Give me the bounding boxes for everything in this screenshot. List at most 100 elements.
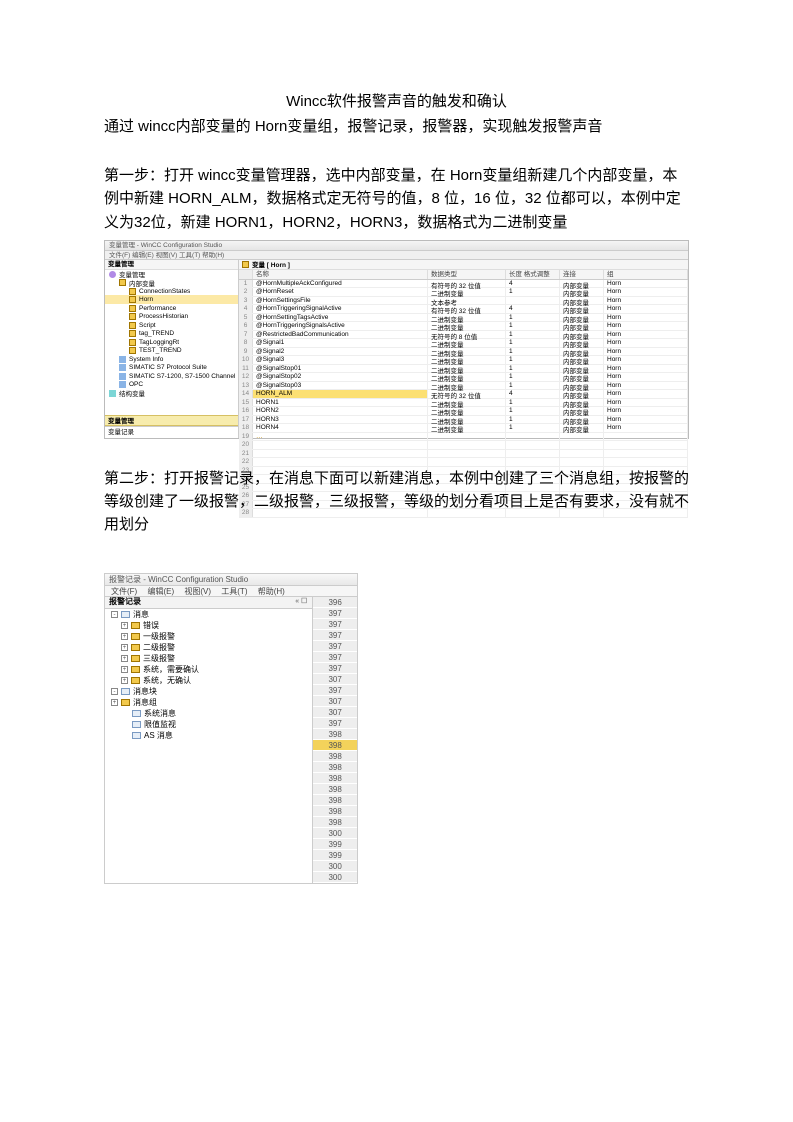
table-row[interactable]: 3@HornSettingsFile文本参考内部变量Horn <box>239 297 688 306</box>
number-cell: 398 <box>313 751 357 762</box>
tree-item[interactable]: System Info <box>105 355 238 364</box>
number-cell: 398 <box>313 773 357 784</box>
expand-icon[interactable]: - <box>111 688 118 695</box>
table-row[interactable]: 6@HornTriggeringSignalsActive二进制变量1内部变量H… <box>239 322 688 331</box>
menu-edit[interactable]: 编辑(E) <box>147 587 174 596</box>
table-row-empty: 20 <box>239 441 688 450</box>
tree-label: Horn <box>139 296 153 303</box>
tree-item[interactable]: tag_TREND <box>105 329 238 338</box>
menu-view[interactable]: 视图(V) <box>184 587 211 596</box>
alarm-tree-item[interactable]: +消息组 <box>105 697 312 708</box>
expand-icon[interactable]: - <box>111 611 118 618</box>
tree-bottom[interactable]: 变量记录 <box>105 426 238 438</box>
tree-section[interactable]: 变量管理 <box>105 415 238 426</box>
folder-icon <box>121 699 130 706</box>
number-cell: 397 <box>313 608 357 619</box>
tree-item[interactable]: SIMATIC S7-1200, S7-1500 Channel <box>105 372 238 381</box>
number-cell: 397 <box>313 652 357 663</box>
table-row[interactable]: 10@Signal3二进制变量1内部变量Horn <box>239 356 688 365</box>
expand-icon[interactable]: + <box>121 633 128 640</box>
table-row[interactable]: 17HORN3二进制变量1内部变量Horn <box>239 416 688 425</box>
number-cell: 300 <box>313 828 357 839</box>
number-cell: 300 <box>313 861 357 872</box>
tree-item[interactable]: 结构变量 <box>105 389 238 398</box>
expand-icon[interactable]: + <box>121 644 128 651</box>
window-title-2: 报警记录 - WinCC Configuration Studio <box>105 574 357 586</box>
table-row[interactable]: 18HORN4二进制变量1内部变量Horn <box>239 424 688 433</box>
tree-item[interactable]: SIMATIC S7 Protocol Suite <box>105 363 238 372</box>
tree-item[interactable]: 内部变量 <box>105 278 238 287</box>
alarm-tree-label: 系统，无确认 <box>143 675 191 686</box>
tree-icon <box>119 373 126 380</box>
alarm-tree-item[interactable]: 系统消息 <box>105 708 312 719</box>
table-row[interactable]: 15HORN1二进制变量1内部变量Horn <box>239 399 688 408</box>
table-row[interactable]: 8@Signal1二进制变量1内部变量Horn <box>239 339 688 348</box>
alarm-tree-label: 消息块 <box>133 686 157 697</box>
table-row[interactable]: 1@HornMultipleAckConfigured有符号的 32 位值4内部… <box>239 280 688 289</box>
expand-icon[interactable]: + <box>121 677 128 684</box>
col-len[interactable]: 长度 格式调整 <box>506 270 560 279</box>
alarm-tree-item[interactable]: -消息 <box>105 609 312 620</box>
expand-icon[interactable]: + <box>121 622 128 629</box>
tree-icon <box>129 288 136 295</box>
tree-item[interactable]: ConnectionStates <box>105 287 238 296</box>
tree-label: 内部变量 <box>129 278 155 288</box>
number-cell: 397 <box>313 619 357 630</box>
table-row[interactable]: 16HORN2二进制变量1内部变量Horn <box>239 407 688 416</box>
table-row[interactable]: 4@HornTriggeringSignalActive有符号的 32 位值4内… <box>239 305 688 314</box>
menu-file[interactable]: 文件(F) <box>111 587 137 596</box>
tree-label: ProcessHistorian <box>139 313 188 320</box>
number-cell: 398 <box>313 806 357 817</box>
tree-item[interactable]: Horn <box>105 295 238 304</box>
alarm-tree-label: 三级报警 <box>143 653 175 664</box>
alarm-tree-item[interactable]: AS 消息 <box>105 730 312 741</box>
number-cell: 398 <box>313 795 357 806</box>
alarm-tree-item[interactable]: + 三级报警 <box>105 653 312 664</box>
menu-help[interactable]: 帮助(H) <box>258 587 285 596</box>
number-cell: 397 <box>313 718 357 729</box>
menu-tool[interactable]: 工具(T) <box>221 587 247 596</box>
table-row[interactable]: 13@SignalStop03二进制变量1内部变量Horn <box>239 382 688 391</box>
grid-header-row: 名称 数据类型 长度 格式调整 连接 组 <box>239 270 688 280</box>
table-row[interactable]: 7@RestrictedBadCommunication无符号的 8 位值1内部… <box>239 331 688 340</box>
alarm-tree-item[interactable]: +系统，需要确认 <box>105 664 312 675</box>
alarm-tree-item[interactable]: - 消息块 <box>105 686 312 697</box>
col-name[interactable]: 名称 <box>253 270 428 279</box>
col-grp[interactable]: 组 <box>604 270 688 279</box>
table-row[interactable]: 2@HornReset二进制变量1内部变量Horn <box>239 288 688 297</box>
table-row[interactable]: 9@Signal2二进制变量1内部变量Horn <box>239 348 688 357</box>
alarm-tree-item[interactable]: +一级报警 <box>105 631 312 642</box>
tree-item[interactable]: 变量管理 <box>105 270 238 279</box>
folder-icon <box>131 644 140 651</box>
expand-icon[interactable]: + <box>121 666 128 673</box>
window-menu-2[interactable]: 文件(F) 编辑(E) 视图(V) 工具(T) 帮助(H) <box>105 586 357 597</box>
tree-label: OPC <box>129 381 143 388</box>
expand-icon[interactable]: + <box>121 655 128 662</box>
table-row[interactable]: 11@SignalStop01二进制变量1内部变量Horn <box>239 365 688 374</box>
expand-icon[interactable]: + <box>111 699 118 706</box>
alarm-tree-item[interactable]: + 错误 <box>105 620 312 631</box>
tree-item[interactable]: TagLoggingRt <box>105 338 238 347</box>
window-menu[interactable]: 文件(F) 编辑(E) 视图(V) 工具(T) 帮助(H) <box>105 251 688 260</box>
alarm-tree-item[interactable]: +二级报警 <box>105 642 312 653</box>
col-conn[interactable]: 连接 <box>560 270 604 279</box>
tree-item[interactable]: ProcessHistorian <box>105 312 238 321</box>
alarm-tree-item[interactable]: 限值监视 <box>105 719 312 730</box>
folder-icon <box>242 261 249 268</box>
alarm-tree-item[interactable]: + 系统，无确认 <box>105 675 312 686</box>
alarm-tree-label: AS 消息 <box>144 730 173 741</box>
number-cell: 397 <box>313 641 357 652</box>
tree-label: Performance <box>139 305 176 312</box>
card-icon <box>132 732 141 739</box>
table-row[interactable]: 14HORN_ALM无符号的 32 位值4内部变量Horn <box>239 390 688 399</box>
col-type[interactable]: 数据类型 <box>428 270 506 279</box>
table-row[interactable]: 5@HornSettingTagsActive二进制变量1内部变量Horn <box>239 314 688 323</box>
folder-icon <box>131 677 140 684</box>
tree-item[interactable]: Performance <box>105 304 238 313</box>
number-cell: 398 <box>313 784 357 795</box>
tree-item[interactable]: Script <box>105 321 238 330</box>
tree-item[interactable]: TEST_TREND <box>105 346 238 355</box>
table-row[interactable]: 12@SignalStop02二进制变量1内部变量Horn <box>239 373 688 382</box>
tree-icon <box>119 356 126 363</box>
alarm-tree-label: 错误 <box>143 620 159 631</box>
